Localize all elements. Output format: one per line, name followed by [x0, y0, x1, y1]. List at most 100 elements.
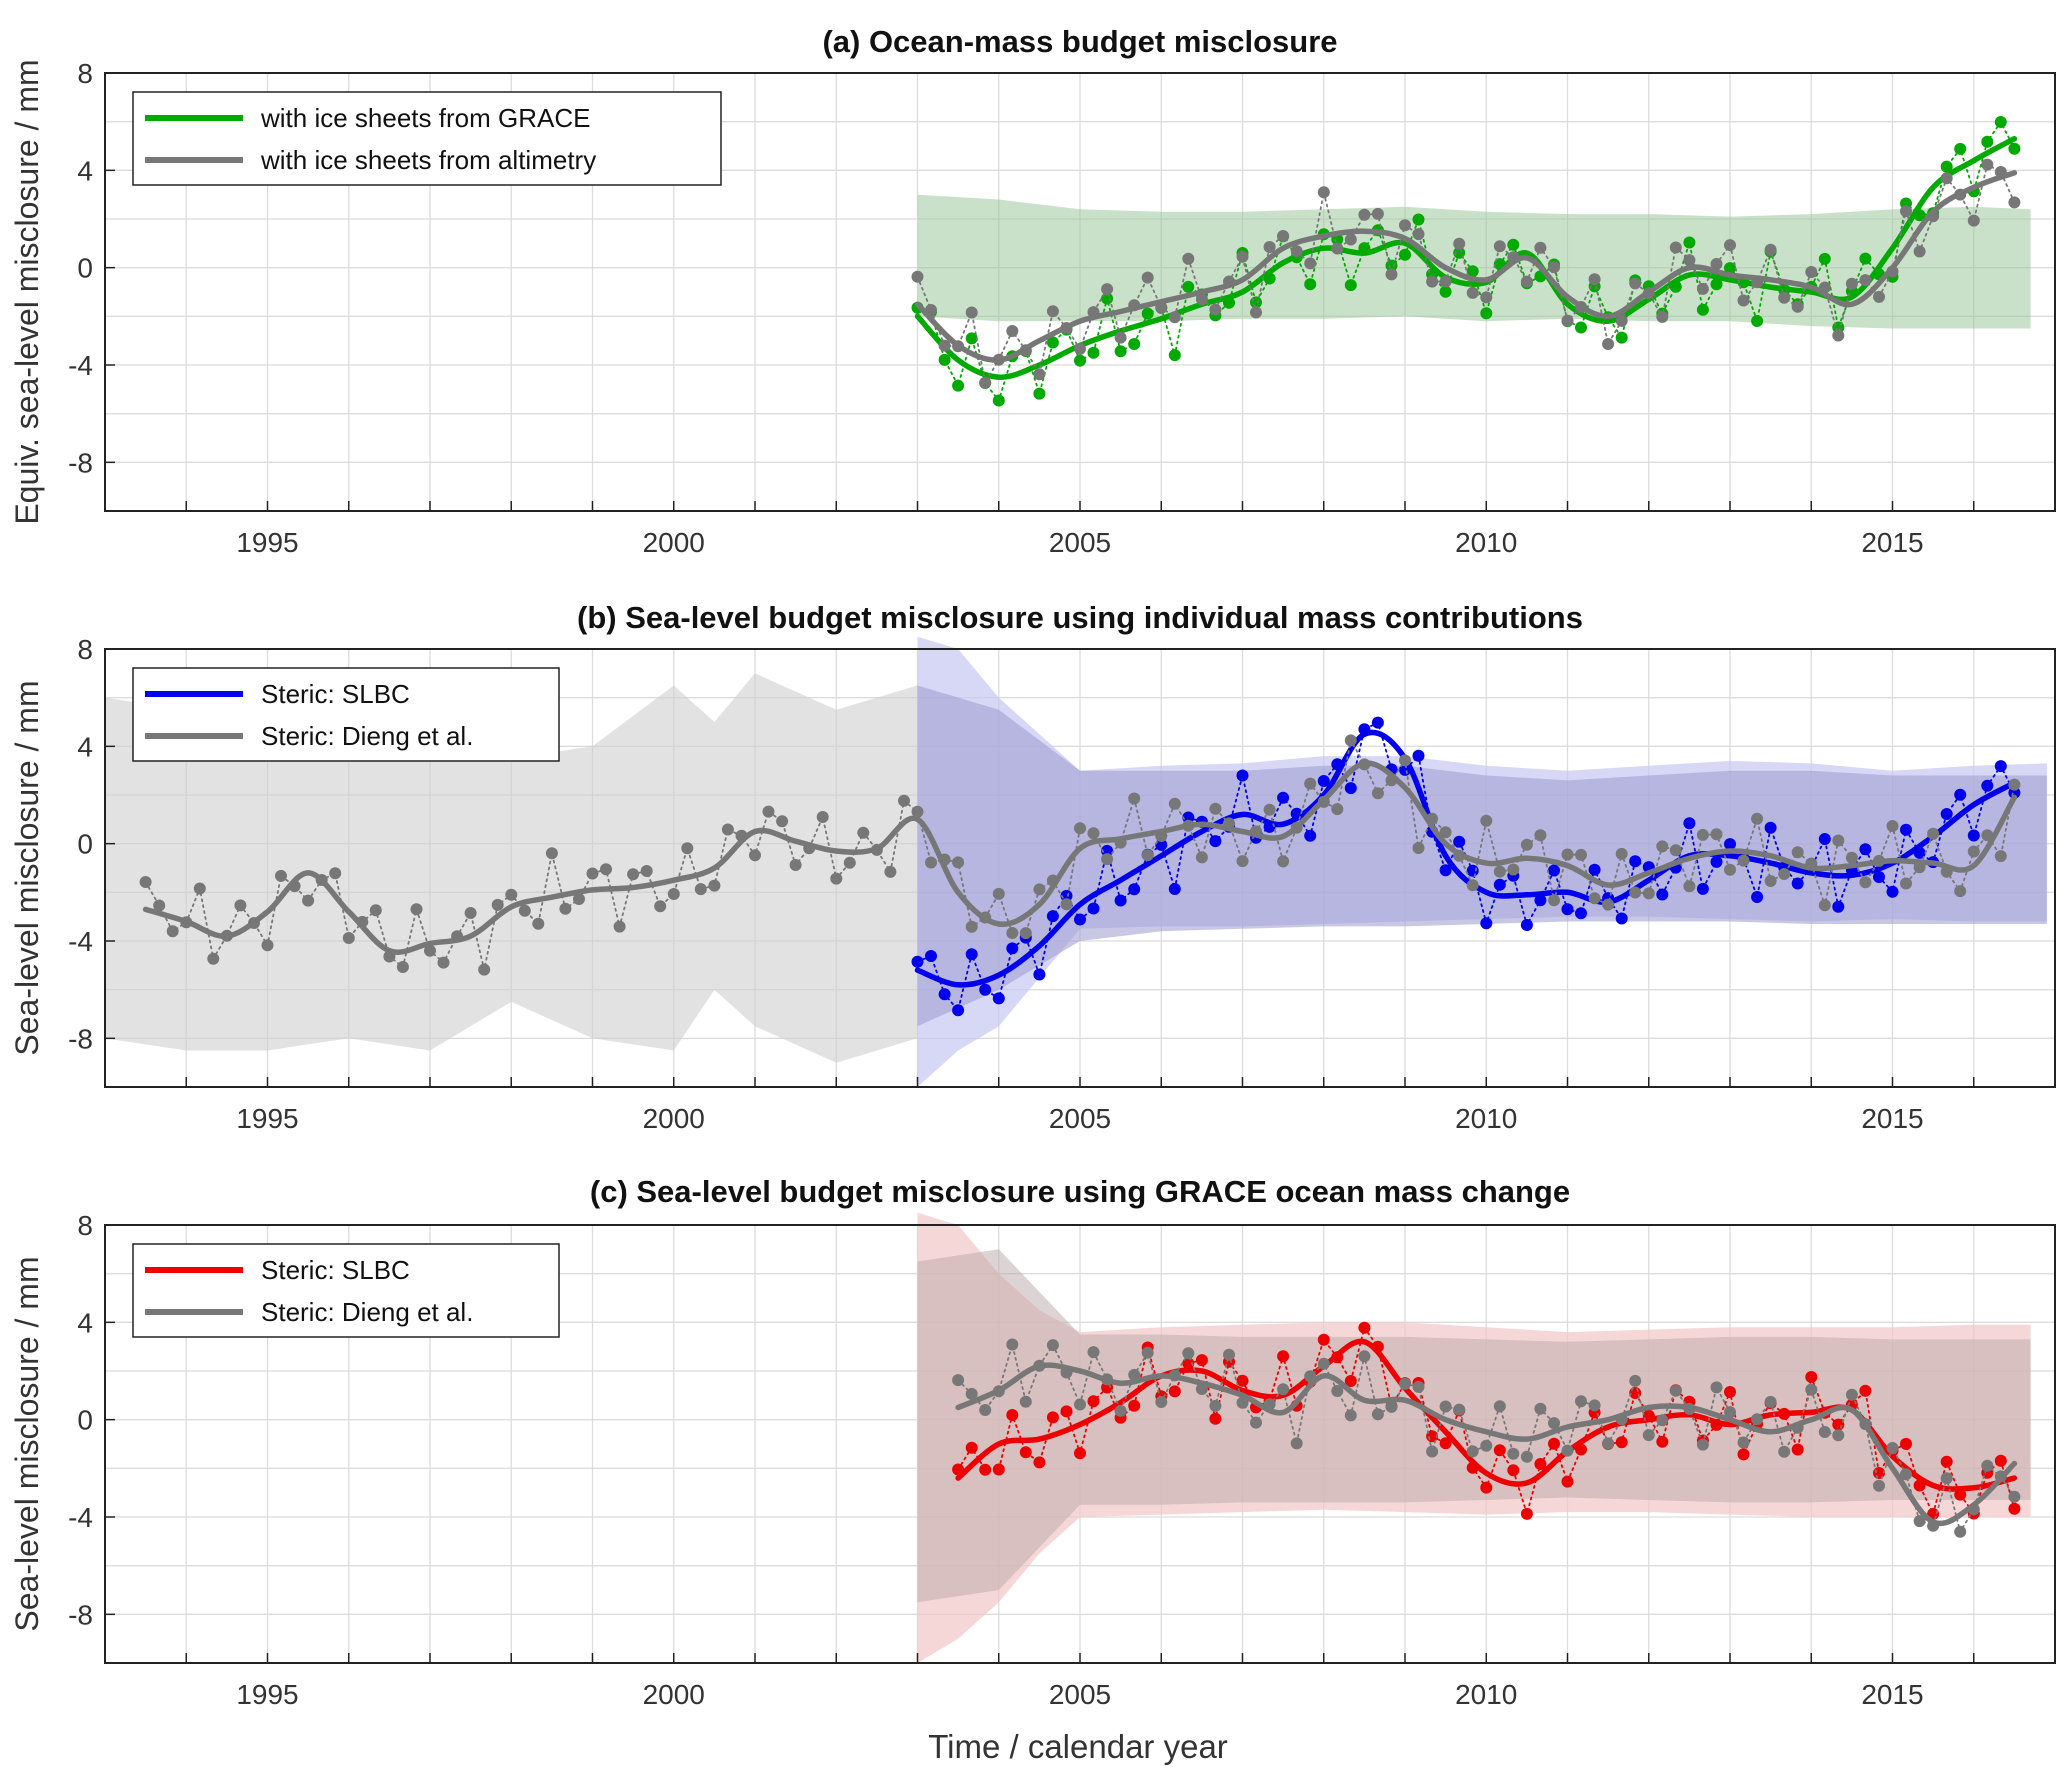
- data-point: [1791, 877, 1804, 890]
- smoothed-line: [914, 729, 2018, 988]
- data-point: [640, 865, 653, 877]
- monthly-line: [916, 163, 2016, 386]
- data-point: [1710, 855, 1723, 868]
- data-point: [1046, 910, 1059, 923]
- data-point: [708, 879, 721, 892]
- y-tick-label: -8: [68, 447, 93, 478]
- data-point: [1480, 291, 1493, 304]
- data-point: [1615, 912, 1628, 925]
- data-point: [1859, 274, 1872, 287]
- data-point: [965, 920, 978, 933]
- data-point: [1006, 942, 1019, 955]
- data-point: [153, 899, 166, 912]
- data-point: [2008, 142, 2021, 155]
- data-point: [1900, 877, 1912, 890]
- data-point: [1182, 811, 1195, 824]
- data-point: [1033, 1456, 1046, 1469]
- data-point: [1358, 208, 1371, 221]
- data-point: [1453, 1403, 1466, 1416]
- legend-box: [132, 91, 722, 186]
- data-point: [1873, 290, 1885, 303]
- data-point: [1791, 846, 1804, 859]
- data-point: [1344, 279, 1357, 292]
- data-point: [965, 306, 978, 319]
- data-point: [1994, 116, 2007, 128]
- data-point: [1548, 864, 1560, 877]
- data-point: [1737, 854, 1750, 867]
- data-point: [1236, 250, 1249, 263]
- data-point: [1493, 878, 1506, 891]
- data-point: [1981, 1459, 1994, 1472]
- data-point: [1710, 828, 1723, 841]
- data-point: [1561, 848, 1574, 861]
- data-point: [1994, 850, 2007, 863]
- data-point: [1683, 880, 1696, 893]
- data-point: [1141, 271, 1154, 284]
- y-tick-label: -4: [68, 1502, 93, 1533]
- data-point: [1263, 241, 1276, 253]
- data-point: [1791, 300, 1804, 313]
- data-point: [1886, 885, 1899, 898]
- data-point: [721, 823, 734, 836]
- x-tick-label: 2010: [1455, 1103, 1517, 1134]
- data-point: [464, 907, 477, 919]
- data-point: [1439, 285, 1452, 298]
- legend-box: [132, 1243, 560, 1338]
- data-point: [1981, 158, 1994, 171]
- data-point: [1561, 1444, 1574, 1457]
- data-point: [1520, 1450, 1533, 1463]
- data-point: [1019, 1395, 1032, 1408]
- data-point: [1629, 1374, 1642, 1387]
- data-point: [1344, 233, 1357, 246]
- data-point: [1737, 294, 1750, 307]
- x-tick-label: 1995: [236, 527, 298, 558]
- data-point: [1033, 968, 1046, 981]
- data-point: [329, 867, 342, 880]
- data-point: [1128, 1368, 1141, 1381]
- data-point: [1371, 207, 1384, 220]
- data-point: [518, 904, 531, 917]
- data-point: [952, 856, 965, 869]
- data-point: [1940, 172, 1953, 185]
- data-point: [1967, 214, 1980, 227]
- data-point: [1602, 898, 1615, 911]
- panel-a: 1995 2000 2005 2010 2015 -8 -4 0 4 8 (a) Ocean-mas…: [9, 24, 2056, 558]
- data-point: [1046, 1339, 1059, 1352]
- data-point: [1385, 1400, 1398, 1413]
- legend-label: Steric: SLBC: [261, 679, 410, 709]
- data-point: [1764, 821, 1777, 834]
- data-point: [992, 887, 1005, 900]
- data-point: [1818, 252, 1831, 265]
- data-point: [1074, 913, 1086, 926]
- data-point: [1927, 827, 1940, 840]
- data-point: [911, 270, 924, 283]
- data-point: [1615, 331, 1628, 344]
- x-tick-label: 1995: [236, 1103, 298, 1134]
- data-point: [1412, 842, 1425, 854]
- data-point: [1900, 1437, 1912, 1450]
- data-point: [1182, 1347, 1195, 1360]
- data-point: [654, 900, 667, 913]
- data-point: [1940, 808, 1953, 820]
- y-tick-label: 8: [77, 58, 93, 89]
- data-point: [1019, 927, 1032, 940]
- panel-b: 1995 2000 2005 2010 2015 -8 -4 0 4 8 (b) Sea-level…: [9, 600, 2056, 1134]
- data-point: [1629, 277, 1642, 290]
- data-point: [1832, 329, 1845, 342]
- data-point: [1317, 186, 1330, 199]
- data-point: [1399, 248, 1411, 261]
- data-point: [424, 944, 436, 957]
- data-point: [1466, 1445, 1479, 1458]
- data-point: [1412, 228, 1425, 241]
- data-point: [1778, 1445, 1791, 1458]
- data-point: [1290, 245, 1303, 258]
- uncertainty-band: [917, 685, 2047, 1027]
- data-point: [1683, 817, 1696, 830]
- data-point: [437, 956, 450, 969]
- data-point: [1412, 213, 1425, 226]
- data-point: [992, 992, 1005, 1005]
- data-point: [1074, 822, 1086, 835]
- data-point: [1087, 346, 1100, 359]
- data-point: [1534, 1458, 1547, 1470]
- data-point: [478, 963, 491, 976]
